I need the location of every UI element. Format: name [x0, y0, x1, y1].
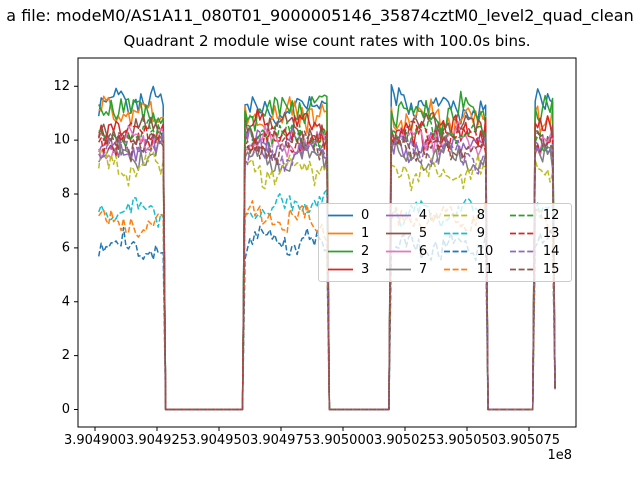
- series-line-15: [97, 129, 556, 411]
- legend-label-15: 15: [542, 262, 560, 278]
- axes-spines: [77, 57, 577, 428]
- legend-line-sample-14: [509, 250, 535, 253]
- legend-entry-2: 2: [327, 245, 373, 258]
- legend-line-sample-6: [385, 250, 411, 253]
- legend-entry-7: 7: [385, 263, 431, 276]
- legend-line-sample-0: [328, 214, 353, 217]
- y-tick-label: 2: [62, 348, 70, 363]
- series-line-14: [98, 131, 556, 411]
- legend-line-sample-13: [509, 232, 535, 235]
- x-tick-label: 3.904900: [64, 433, 126, 448]
- legend-entry-14: 14: [509, 245, 563, 258]
- legend-entry-1: 1: [327, 227, 373, 240]
- x-tick-label: 3.904975: [250, 433, 312, 448]
- x-tick-label: 3.904950: [188, 433, 250, 448]
- legend-entry-9: 9: [443, 227, 497, 240]
- legend-label-9: 9: [476, 225, 485, 241]
- legend-label-5: 5: [418, 225, 428, 241]
- legend-line-sample-3: [328, 268, 353, 271]
- y-tick-label: 0: [62, 402, 70, 417]
- legend-entry-4: 4: [385, 209, 431, 222]
- legend-entry-0: 0: [327, 209, 373, 222]
- legend-label-12: 12: [542, 207, 560, 223]
- legend-label-6: 6: [418, 244, 428, 260]
- x-tick-label: 3.905075: [498, 433, 560, 448]
- legend-label-1: 1: [361, 225, 370, 241]
- legend-line-sample-11: [443, 268, 469, 271]
- legend-label-10: 10: [476, 244, 494, 260]
- axes-title: Quadrant 2 module wise count rates with …: [123, 32, 531, 50]
- legend-entry-6: 6: [385, 245, 431, 258]
- legend-entry-13: 13: [509, 227, 563, 240]
- legend-line-sample-4: [385, 214, 411, 217]
- x-tick-label: 3.905000: [312, 433, 374, 448]
- legend-line-sample-1: [328, 232, 353, 235]
- x-axis-offset-label: 1e8: [547, 448, 572, 463]
- figure-suptitle: a file: modeM0/AS1A11_080T01_9000005146_…: [6, 6, 634, 25]
- legend-entry-5: 5: [385, 227, 431, 240]
- legend-line-sample-2: [328, 250, 353, 253]
- legend-entry-10: 10: [443, 245, 497, 258]
- x-tick-label: 3.905050: [436, 433, 498, 448]
- legend-line-sample-9: [443, 232, 469, 235]
- legend-label-14: 14: [542, 244, 560, 260]
- legend-line-sample-15: [509, 268, 535, 271]
- legend-line-sample-5: [385, 232, 411, 235]
- legend-entry-15: 15: [509, 263, 563, 276]
- legend-label-7: 7: [418, 262, 428, 278]
- legend-label-11: 11: [476, 262, 494, 278]
- x-tick-label: 3.905025: [374, 433, 436, 448]
- legend-label-0: 0: [361, 207, 370, 223]
- legend-line-sample-7: [385, 268, 411, 271]
- series-line-12: [98, 113, 556, 411]
- legend-line-sample-8: [443, 214, 469, 217]
- legend-line-sample-12: [509, 214, 535, 217]
- y-axis: 0 2 4 6 8 10 12: [53, 79, 78, 417]
- y-tick-label: 6: [62, 240, 70, 255]
- legend-line-sample-10: [443, 250, 469, 253]
- x-tick-label: 3.904925: [126, 433, 188, 448]
- legend-label-8: 8: [476, 207, 485, 223]
- legend-label-13: 13: [542, 225, 560, 241]
- x-axis: 3.904900 3.904925 3.904950 3.904975 3.905000…: [64, 427, 572, 463]
- legend-label-3: 3: [361, 262, 370, 278]
- legend: 0 1 2 3 4 5 6 7 8 9 10 11 12 13 14 15: [318, 203, 572, 282]
- legend-entry-11: 11: [443, 263, 497, 276]
- y-tick-label: 10: [53, 133, 70, 148]
- legend-entry-12: 12: [509, 209, 563, 222]
- legend-entry-3: 3: [327, 263, 373, 276]
- legend-label-4: 4: [418, 207, 428, 223]
- y-tick-label: 4: [62, 294, 70, 309]
- legend-label-2: 2: [361, 244, 370, 260]
- y-tick-label: 12: [53, 79, 70, 94]
- y-tick-label: 8: [62, 187, 70, 202]
- legend-entry-8: 8: [443, 209, 497, 222]
